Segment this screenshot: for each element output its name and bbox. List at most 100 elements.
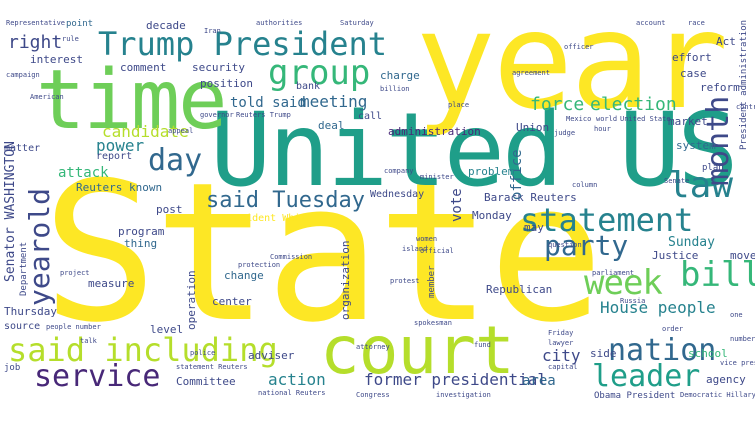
word-vote: vote <box>449 188 465 222</box>
word-senate: Senate <box>664 177 690 185</box>
word-column: column <box>572 181 598 189</box>
word-monday: Monday <box>472 209 512 222</box>
word-thing: thing <box>124 237 158 250</box>
word-case: case <box>680 67 707 80</box>
word-fund: fund <box>474 341 491 349</box>
word-statement: statement <box>520 201 694 239</box>
word-judge: judge <box>554 129 576 137</box>
word-post: post <box>156 203 183 216</box>
word-hour: hour <box>594 125 611 133</box>
word-action: action <box>268 370 326 389</box>
word-number: number <box>730 335 755 343</box>
word-committee: Committee <box>176 375 236 388</box>
word-candidate: candidate <box>102 122 189 141</box>
word-matter: matter <box>4 143 41 154</box>
word-source: source <box>4 321 41 332</box>
word-plan: plan <box>702 163 724 173</box>
word-city: city <box>542 346 581 365</box>
word-protection: protection <box>238 261 281 269</box>
word-trump-president: Trump President <box>98 25 387 63</box>
word-position: position <box>200 77 253 90</box>
word-reform: reform <box>700 81 740 94</box>
word-one: one <box>730 311 743 319</box>
word-report: report <box>96 151 133 162</box>
word-house-people: House people <box>600 298 716 317</box>
word-wednesday: Wednesday <box>370 189 425 200</box>
word-job: job <box>4 363 21 373</box>
word-force: force <box>530 94 585 115</box>
word-week: week <box>584 263 663 303</box>
word-power: power <box>96 136 145 155</box>
word-women: women <box>416 235 438 243</box>
word-bank: bank <box>296 81 321 92</box>
word-campaign: campaign <box>6 71 40 79</box>
word-police: police <box>190 349 216 357</box>
word-control: control <box>736 103 755 111</box>
word-measure: measure <box>88 277 135 290</box>
word-sunday: Sunday <box>668 235 715 250</box>
word-year: year <box>415 0 729 139</box>
word-area: area <box>522 373 556 389</box>
word-school: school <box>688 347 728 360</box>
word-congress: Congress <box>356 391 390 399</box>
word-problem: problem <box>468 165 515 178</box>
word-interest: interest <box>30 53 83 66</box>
word-protest: protest <box>390 277 420 285</box>
word-place: place <box>448 101 470 109</box>
word-agreement: agreement <box>512 69 550 77</box>
word-group: group <box>268 53 371 93</box>
word-rule: rule <box>62 35 79 43</box>
word-minister: minister <box>420 173 454 181</box>
word-told-said: told said <box>230 95 306 111</box>
word-justice: Justice <box>652 249 699 262</box>
word-market: market <box>668 115 708 128</box>
word-former-presidential: former presidential <box>364 370 548 389</box>
word-right: right <box>8 32 63 53</box>
word-adviser: adviser <box>248 349 295 362</box>
word-call: call <box>358 111 383 122</box>
word-effort: effort <box>672 51 712 64</box>
word-obama-president: Obama President <box>594 391 676 401</box>
word-change: change <box>224 269 264 282</box>
word-election: election <box>590 94 677 115</box>
word-said-including: said including <box>8 331 278 369</box>
word-billion: billion <box>380 85 410 93</box>
word-president-administration: President administration <box>739 19 749 150</box>
word-project: project <box>60 269 90 277</box>
word-barack-reuters: Barack Reuters <box>484 191 577 204</box>
word-service: service <box>34 359 161 394</box>
word-parliament: parliament <box>592 269 635 277</box>
word-authorities: authorities <box>256 19 303 27</box>
word-question: question <box>548 241 582 249</box>
word-center: center <box>212 295 252 308</box>
word-united-us: United US <box>210 91 739 210</box>
word-world: world <box>596 115 618 123</box>
word-department: Department <box>19 241 29 296</box>
word-may: may <box>524 221 544 234</box>
word-vice-president: vice president <box>720 359 755 367</box>
word-attack: attack <box>58 165 109 181</box>
word-commission: Commission <box>270 253 313 261</box>
word-national-reuters: national Reuters <box>258 389 326 397</box>
word-representative: Representative <box>6 19 66 27</box>
word-day: day <box>148 143 203 178</box>
word-party: party <box>544 229 629 262</box>
word-race: race <box>688 19 705 27</box>
word-attorney: attorney <box>356 343 390 351</box>
word-time: time <box>36 53 227 148</box>
word-governor: governor <box>200 111 234 119</box>
word-deal: deal <box>318 119 345 132</box>
word-republican: Republican <box>486 283 553 296</box>
word-officer: officer <box>564 43 594 51</box>
word-yearold: yearold <box>23 187 56 306</box>
word-said-tuesday: said Tuesday <box>206 188 365 213</box>
word-decade: decade <box>146 19 186 32</box>
word-senator-washington: Senator WASHINGTON <box>3 141 18 282</box>
word-investigation: investigation <box>436 391 491 399</box>
word-iran: Iran <box>204 27 221 35</box>
word-statement-reuters: statement Reuters <box>176 363 248 371</box>
word-side: side <box>590 347 617 360</box>
word-capital: capital <box>548 363 578 371</box>
word-nation: nation <box>608 333 717 368</box>
word-member: member <box>427 265 437 298</box>
